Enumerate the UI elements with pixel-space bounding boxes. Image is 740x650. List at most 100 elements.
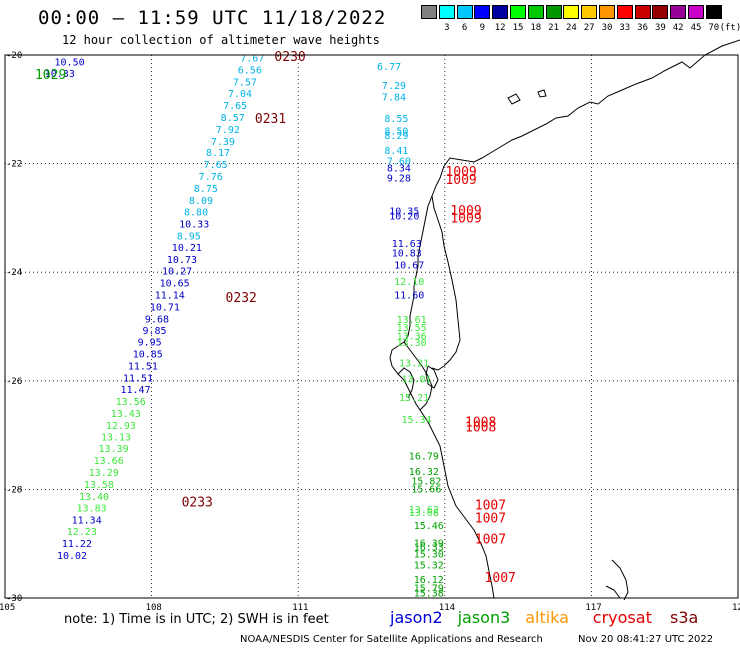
legend-swatch (670, 5, 687, 19)
swh-reading: 13.40 (79, 492, 109, 503)
legend-swatch (599, 5, 615, 19)
pass-time-label: 1029 (35, 68, 66, 83)
swh-reading: 13.61 (397, 315, 427, 326)
legend-label: 24 (565, 23, 577, 33)
lat-lon-grid (4, 54, 739, 599)
pass-time-label: 1007 (485, 571, 516, 586)
swh-reading: 9.28 (387, 174, 411, 185)
swh-reading: 16.39 (414, 539, 444, 550)
swh-reading: 7.04 (228, 89, 252, 100)
swh-reading: 8.09 (189, 196, 213, 207)
swh-reading: 11.34 (72, 515, 102, 526)
swh-reading: 9.85 (142, 326, 166, 337)
swh-reading: 10.73 (167, 255, 197, 266)
swh-reading: 8.34 (387, 163, 411, 174)
swh-reading: 10.71 (150, 302, 180, 313)
pass-time-label: 1007 (475, 512, 506, 527)
swh-reading: 13.62 (409, 505, 439, 516)
swh-reading: 12.93 (106, 421, 136, 432)
lat-tick-label: -26 (6, 377, 22, 387)
swh-reading: 15.82 (411, 477, 441, 488)
swh-reading: 13.66 (94, 456, 124, 467)
swh-reading: 12.23 (67, 527, 97, 538)
swh-reading: 16.12 (414, 575, 444, 586)
footer-note: note: 1) Time is in UTC; 2) SWH is in fe… (64, 612, 329, 627)
swh-reading: 10.33 (179, 219, 209, 230)
swh-reading: 16.79 (409, 452, 439, 463)
swh-reading: 13.68 (409, 508, 439, 519)
swh-reading: 8.95 (177, 231, 201, 242)
swh-reading: 11.14 (155, 290, 185, 301)
swh-reading: 12.10 (394, 277, 424, 288)
swh-reading: 7.65 (223, 101, 247, 112)
swh-reading: 7.76 (199, 172, 223, 183)
islet-north (507, 93, 521, 105)
swh-reading: 10.20 (389, 212, 419, 223)
pass-time-label: 1009 (450, 211, 481, 226)
legend-label: 39 (654, 23, 666, 33)
swh-reading: 15.46 (414, 521, 444, 532)
swh-reading: 13.56 (116, 397, 146, 408)
legend-label: 45 (690, 23, 702, 33)
generation-timestamp: Nov 20 08:41:27 UTC 2022 (578, 634, 714, 645)
pass-time-labels: 1029023002310232023310091009100910091008… (35, 50, 516, 586)
swh-reading: 10.85 (133, 350, 163, 361)
legend-swatch (563, 5, 580, 19)
swh-reading: 7.65 (204, 160, 228, 171)
pass-time-label: 0232 (226, 291, 257, 306)
swh-reading: 15.21 (399, 393, 429, 404)
shark-bay-inlet (397, 341, 433, 411)
pass-time-label: 0231 (255, 112, 286, 127)
legend-label: 42 (672, 23, 684, 33)
satellite-altika: altika (525, 608, 569, 627)
lon-tick-label: 108 (146, 603, 162, 613)
legend-label: 27 (583, 23, 595, 33)
swh-reading: 8.55 (384, 114, 408, 125)
swh-reading: 13.83 (77, 503, 107, 514)
legend-swatch (616, 5, 633, 19)
legend-swatch (492, 5, 509, 19)
swh-reading: 9.95 (138, 338, 162, 349)
map-subtitle: 12 hour collection of altimeter wave hei… (62, 33, 380, 47)
legend-unit: (ft) (719, 23, 740, 33)
swh-reading: 10.33 (45, 69, 75, 80)
lon-tick-label: 114 (439, 603, 455, 613)
swh-reading: 13.01 (401, 375, 431, 386)
swh-reading: 6.77 (377, 62, 401, 73)
islet-east (537, 89, 547, 98)
legend-label: 36 (637, 23, 649, 33)
swh-reading: 7.84 (382, 92, 406, 103)
pass-time-label: 1007 (475, 499, 506, 514)
swh-reading: 13.55 (397, 323, 427, 334)
legend-label: 21 (548, 23, 560, 33)
legend-swatch (421, 5, 437, 19)
legend-swatch (474, 5, 491, 19)
legend-swatch (456, 5, 473, 19)
swh-reading: 11.51 (128, 362, 158, 373)
swh-reading: 10.21 (172, 243, 202, 254)
legend-swatch (438, 5, 455, 19)
satellite-cryosat: cryosat (592, 608, 652, 627)
legend-label: 3 (444, 23, 450, 33)
swh-reading: 7.67 (240, 54, 264, 65)
swh-reading: 8.50 (384, 126, 408, 137)
coastline (389, 39, 740, 601)
legend-label: 70 (708, 23, 720, 33)
lat-tick-label: -28 (6, 485, 22, 495)
swh-reading: 8.17 (206, 148, 230, 159)
legend-swatch (688, 5, 704, 19)
swh-reading: 8.57 (221, 113, 245, 124)
legend-label: 6 (461, 23, 468, 33)
swh-reading: 13.43 (111, 409, 141, 420)
swh-reading: 8.75 (194, 184, 218, 195)
swh-reading: 13.58 (84, 480, 114, 491)
swh-reading: 15.79 (414, 584, 444, 595)
satellite-jason3: jason3 (457, 608, 511, 627)
lon-tick-label: 120 (732, 603, 740, 613)
legend-swatch (634, 5, 651, 19)
swh-reading: 13.13 (101, 433, 131, 444)
satellite-s3a: s3a (670, 608, 699, 627)
lon-tick-label: 111 (292, 603, 308, 613)
swh-reading: 8.80 (184, 207, 208, 218)
